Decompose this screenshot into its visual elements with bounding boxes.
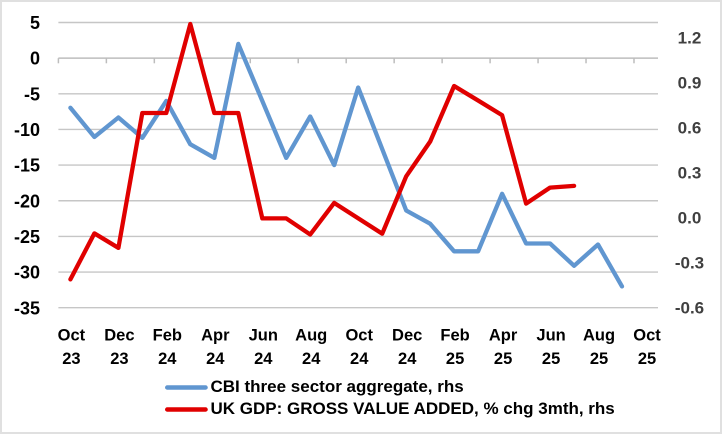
svg-text:0.3: 0.3 [678,164,702,183]
svg-text:25: 25 [638,350,656,368]
svg-text:24: 24 [206,350,225,368]
svg-text:UK GDP: GROSS VALUE ADDED, % c: UK GDP: GROSS VALUE ADDED, % chg 3mth, r… [211,399,615,418]
svg-text:24: 24 [158,350,177,368]
svg-text:-35: -35 [14,298,40,318]
svg-text:-0.6: -0.6 [675,299,704,318]
svg-text:-25: -25 [14,227,40,247]
svg-text:23: 23 [62,350,80,368]
svg-text:-5: -5 [24,84,40,104]
svg-text:Jun: Jun [536,327,565,345]
svg-text:Apr: Apr [201,327,230,345]
svg-text:0.9: 0.9 [678,74,702,93]
svg-text:25: 25 [590,350,608,368]
svg-text:25: 25 [494,350,512,368]
svg-text:24: 24 [398,350,417,368]
svg-text:25: 25 [542,350,560,368]
svg-text:CBI three sector aggregate, rh: CBI three sector aggregate, rhs [211,377,464,396]
svg-text:23: 23 [110,350,128,368]
svg-text:24: 24 [350,350,369,368]
svg-text:24: 24 [254,350,273,368]
svg-text:Oct: Oct [58,327,86,345]
svg-text:24: 24 [302,350,321,368]
svg-text:Dec: Dec [392,327,422,345]
svg-text:Oct: Oct [345,327,373,345]
svg-text:-20: -20 [14,191,40,211]
svg-text:Oct: Oct [633,327,661,345]
svg-text:Aug: Aug [295,327,327,345]
svg-text:Apr: Apr [489,327,518,345]
svg-text:-15: -15 [14,156,40,176]
svg-text:0.6: 0.6 [678,119,702,138]
svg-text:Feb: Feb [153,327,182,345]
svg-text:Aug: Aug [583,327,615,345]
svg-text:-0.3: -0.3 [675,254,704,273]
svg-text:-30: -30 [14,263,40,283]
svg-text:Jun: Jun [249,327,278,345]
svg-text:1.2: 1.2 [678,29,702,48]
svg-text:-10: -10 [14,120,40,140]
svg-text:0.0: 0.0 [678,209,702,228]
svg-text:Feb: Feb [440,327,469,345]
svg-text:5: 5 [30,13,40,33]
svg-text:Dec: Dec [104,327,134,345]
svg-text:0: 0 [30,49,40,69]
svg-text:25: 25 [446,350,464,368]
